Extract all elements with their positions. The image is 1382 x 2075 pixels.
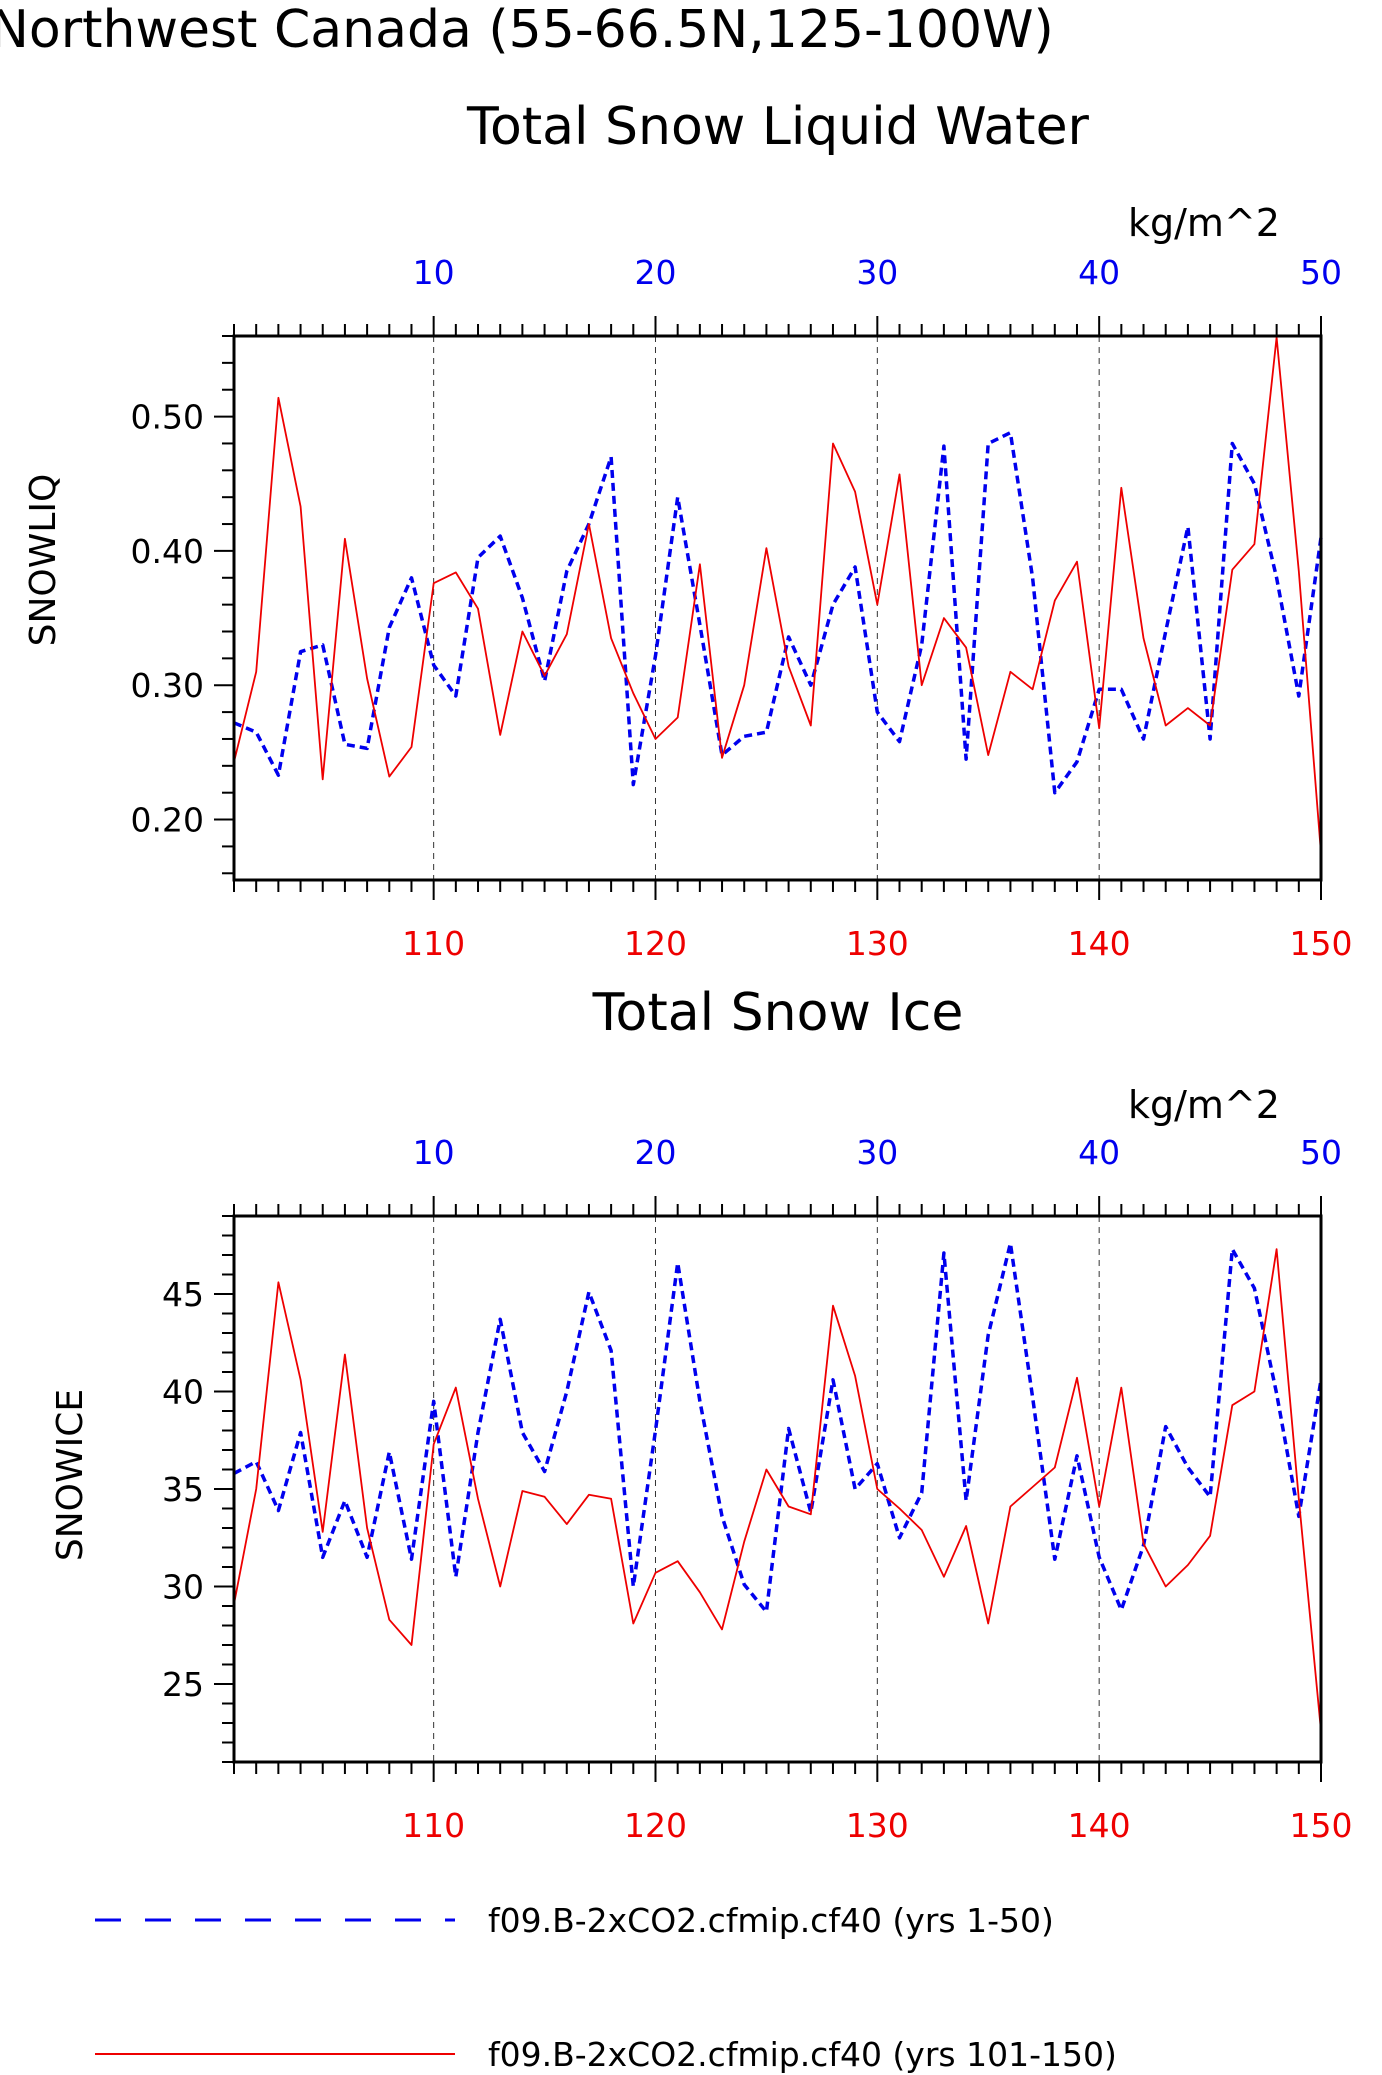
panel-snowice: Total Snow Ice kg/m^2 SNOWICE 25 30 35 40 45… <box>50 983 1353 1845</box>
x-bottom-tick-label: 150 <box>1290 924 1353 963</box>
x-top-tick-label: 20 <box>634 1133 676 1172</box>
x-bottom-tick-label: 120 <box>624 1806 687 1845</box>
y-axis-label: SNOWICE <box>50 1389 91 1561</box>
legend-entry-solid: f09.B-2xCO2.cfmip.cf40 (yrs 101-150) <box>95 2035 1117 2074</box>
x-bottom-tick-label: 130 <box>846 924 909 963</box>
x-top-tick-label: 50 <box>1300 1133 1342 1172</box>
legend-label: f09.B-2xCO2.cfmip.cf40 (yrs 101-150) <box>488 2035 1117 2074</box>
y-tick-label: 0.50 <box>131 398 204 437</box>
y-axis-label: SNOWLIQ <box>23 474 64 647</box>
unit-label: kg/m^2 <box>1128 201 1280 245</box>
y-tick-label: 40 <box>162 1373 204 1412</box>
unit-label: kg/m^2 <box>1128 1083 1280 1127</box>
x-top-tick-label: 20 <box>634 253 676 292</box>
series-line-yrs-101-150 <box>233 1248 1322 1731</box>
x-top-tick-label: 10 <box>413 253 455 292</box>
x-top-tick-label: 50 <box>1300 253 1342 292</box>
x-top-tick-label: 40 <box>1078 253 1120 292</box>
panel-title: Total Snow Ice <box>592 983 964 1043</box>
y-tick-label: 30 <box>162 1568 204 1607</box>
x-top-tick-label: 10 <box>413 1133 455 1172</box>
x-bottom-tick-label: 110 <box>402 924 465 963</box>
y-tick-label: 0.20 <box>131 801 204 840</box>
figure-title: Northwest Canada (55-66.5N,125-100W) <box>0 0 1054 60</box>
legend-label: f09.B-2xCO2.cfmip.cf40 (yrs 1-50) <box>488 1901 1054 1940</box>
series-line-yrs-1-50 <box>233 430 1323 795</box>
plot-frame <box>232 334 1323 882</box>
series-line-yrs-1-50 <box>233 1241 1323 1614</box>
x-bottom-tick-label: 140 <box>1068 1806 1131 1845</box>
x-top-tick-label: 30 <box>856 1133 898 1172</box>
x-top-tick-label: 40 <box>1078 1133 1120 1172</box>
x-bottom-tick-label: 150 <box>1290 1806 1353 1845</box>
panel-title: Total Snow Liquid Water <box>466 97 1090 157</box>
series-line-yrs-101-150 <box>233 336 1322 854</box>
legend: f09.B-2xCO2.cfmip.cf40 (yrs 1-50) f09.B-… <box>95 1901 1117 2074</box>
panel-snowliq: Total Snow Liquid Water kg/m^2 SNOWLIQ 0… <box>23 97 1353 963</box>
y-tick-label: 0.30 <box>131 666 204 705</box>
x-bottom-tick-label: 120 <box>624 924 687 963</box>
plot-frame <box>232 1214 1323 1764</box>
y-tick-label: 35 <box>162 1470 204 1509</box>
x-top-tick-label: 30 <box>856 253 898 292</box>
y-tick-label: 45 <box>162 1275 204 1314</box>
x-bottom-tick-label: 130 <box>846 1806 909 1845</box>
x-bottom-tick-label: 140 <box>1068 924 1131 963</box>
y-tick-label: 0.40 <box>131 532 204 571</box>
x-bottom-tick-label: 110 <box>402 1806 465 1845</box>
legend-entry-dashed: f09.B-2xCO2.cfmip.cf40 (yrs 1-50) <box>95 1901 1054 1940</box>
y-tick-label: 25 <box>162 1665 204 1704</box>
